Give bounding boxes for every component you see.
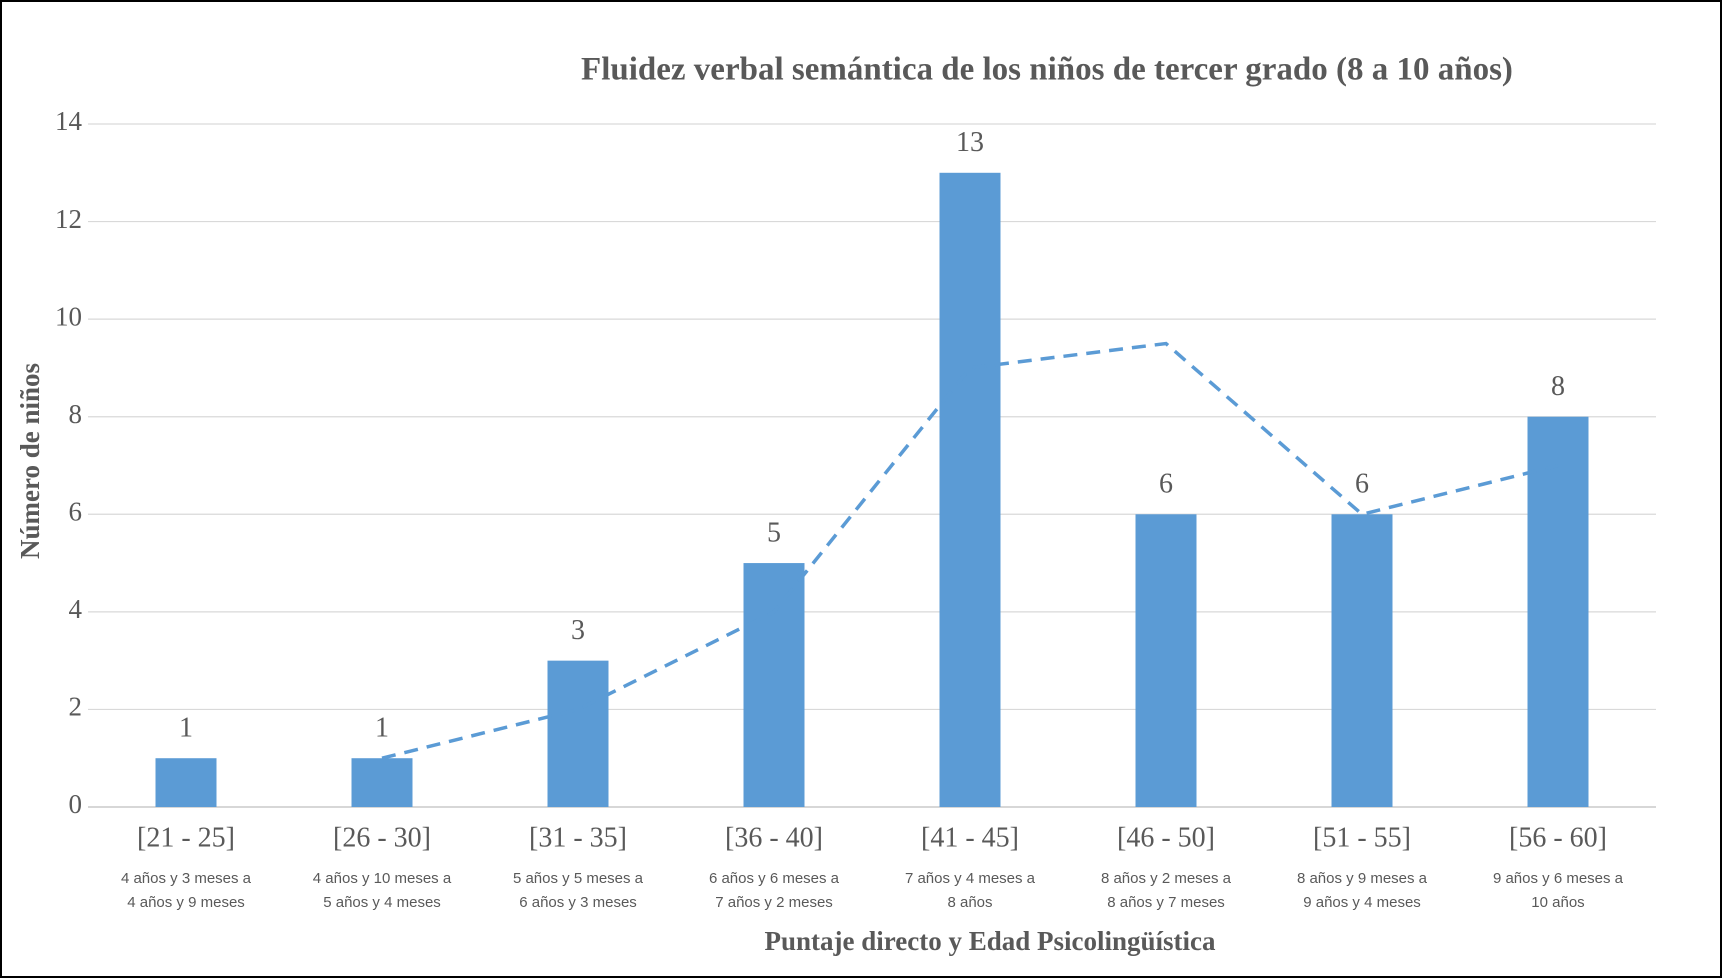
x-sublabel: 8 años y 9 meses a [1297,870,1428,887]
x-sublabel: 9 años y 4 meses [1303,894,1421,911]
x-tick-label: [51 - 55] [1313,822,1411,853]
x-sublabel: 6 años y 3 meses [519,894,637,911]
y-tick-label: 2 [69,692,83,722]
x-tick-label: [26 - 30] [333,822,431,853]
x-sublabel: 8 años [947,894,992,911]
bar [1527,416,1589,807]
bar [547,660,609,807]
x-sublabel: 7 años y 4 meses a [905,870,1036,887]
x-sublabel: 4 años y 9 meses [127,894,245,911]
x-tick-label: [21 - 25] [137,822,235,853]
value-label: 1 [375,713,389,744]
y-tick-label: 8 [69,399,83,429]
x-axis-title: Puntaje directo y Edad Psicolingüística [764,926,1216,956]
value-label: 5 [767,517,781,548]
y-tick-label: 12 [55,204,82,234]
y-tick-label: 4 [69,594,83,624]
x-tick-label: [36 - 40] [725,822,823,853]
x-tick-label: [46 - 50] [1117,822,1215,853]
x-sublabel: 8 años y 2 meses a [1101,870,1232,887]
bar [939,172,1001,808]
value-label: 3 [571,615,585,646]
bar [743,563,805,807]
bar [351,758,413,807]
value-label: 6 [1159,469,1173,500]
y-tick-label: 0 [69,789,83,819]
x-sublabel: 8 años y 7 meses [1107,894,1225,911]
value-label: 6 [1355,469,1369,500]
x-tick-label: [31 - 35] [529,822,627,853]
bar [1331,514,1393,807]
x-tick-label: [56 - 60] [1509,822,1607,853]
bar [155,758,217,807]
x-sublabel: 6 años y 6 meses a [709,870,840,887]
x-sublabel: 4 años y 3 meses a [121,870,252,887]
x-sublabel: 9 años y 6 meses a [1493,870,1624,887]
x-sublabel: 4 años y 10 meses a [313,870,452,887]
y-axis-title: Número de niños [15,363,45,559]
bar [1135,514,1197,807]
x-tick-label: [41 - 45] [921,822,1019,853]
x-sublabel: 5 años y 5 meses a [513,870,644,887]
value-label: 1 [179,713,193,744]
chart-title: Fluidez verbal semántica de los niños de… [581,52,1513,88]
y-tick-label: 14 [55,106,83,136]
x-sublabel: 5 años y 4 meses [323,894,441,911]
value-label: 8 [1551,371,1565,402]
y-tick-label: 6 [69,496,83,526]
x-sublabel: 10 años [1531,894,1584,911]
value-label: 13 [956,127,984,158]
y-tick-label: 10 [55,301,82,331]
x-sublabel: 7 años y 2 meses [715,894,833,911]
